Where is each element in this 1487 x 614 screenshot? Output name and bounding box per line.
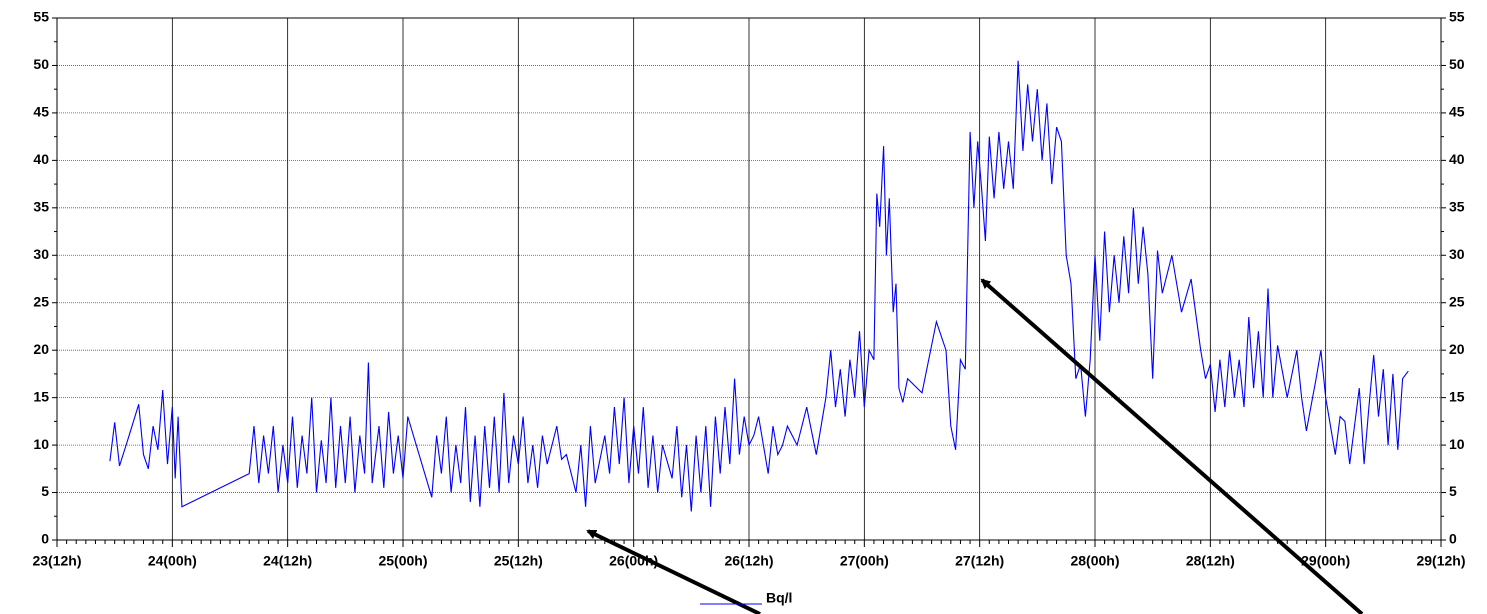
- grid: [56, 17, 1442, 541]
- y2-tick-label: 50: [1449, 56, 1465, 72]
- y2-tick-label: 55: [1449, 9, 1465, 25]
- plot: [109, 60, 1409, 512]
- x-tick-label: 29(00h): [1301, 553, 1350, 569]
- y2-tick-label: 15: [1449, 388, 1465, 404]
- y-tick-label: 20: [33, 341, 49, 357]
- y-tick-label: 50: [33, 56, 49, 72]
- x-tick-label: 27(00h): [840, 553, 889, 569]
- y2-tick-label: 35: [1449, 199, 1465, 215]
- y-tick-label: 5: [41, 483, 49, 499]
- y-tick-label: 15: [33, 388, 49, 404]
- y2-tick-label: 25: [1449, 293, 1465, 309]
- x-tick-label: 26(12h): [724, 553, 773, 569]
- y-tick-label: 35: [33, 199, 49, 215]
- y-tick-label: 10: [33, 436, 49, 452]
- y2-tick-label: 40: [1449, 151, 1465, 167]
- x-tick-label: 25(12h): [494, 553, 543, 569]
- x-tick-label: 28(12h): [1186, 553, 1235, 569]
- x-tick-label: 24(12h): [263, 553, 312, 569]
- arrow: [586, 529, 761, 614]
- x-tick-label: 26(00h): [609, 553, 658, 569]
- arrow: [980, 278, 1364, 614]
- y2-tick-label: 10: [1449, 436, 1465, 452]
- data-line: [109, 60, 1409, 512]
- x-tick-label: 29(12h): [1416, 553, 1465, 569]
- y-tick-label: 0: [41, 531, 49, 547]
- x-tick-label: 23(12h): [32, 553, 81, 569]
- y-tick-label: 45: [33, 104, 49, 120]
- y2-tick-label: 45: [1449, 104, 1465, 120]
- y-tick-label: 40: [33, 151, 49, 167]
- legend-label: Bq/l: [766, 590, 792, 606]
- x-tick-label: 27(12h): [955, 553, 1004, 569]
- y-tick-label: 30: [33, 246, 49, 262]
- x-tick-label: 25(00h): [378, 553, 427, 569]
- y2-tick-label: 0: [1449, 531, 1457, 547]
- y2-tick-label: 30: [1449, 246, 1465, 262]
- x-tick-label: 28(00h): [1070, 553, 1119, 569]
- x-tick-label: 24(00h): [148, 553, 197, 569]
- y2-tick-label: 5: [1449, 483, 1457, 499]
- y-tick-label: 55: [33, 9, 49, 25]
- y2-tick-label: 20: [1449, 341, 1465, 357]
- y-tick-label: 25: [33, 293, 49, 309]
